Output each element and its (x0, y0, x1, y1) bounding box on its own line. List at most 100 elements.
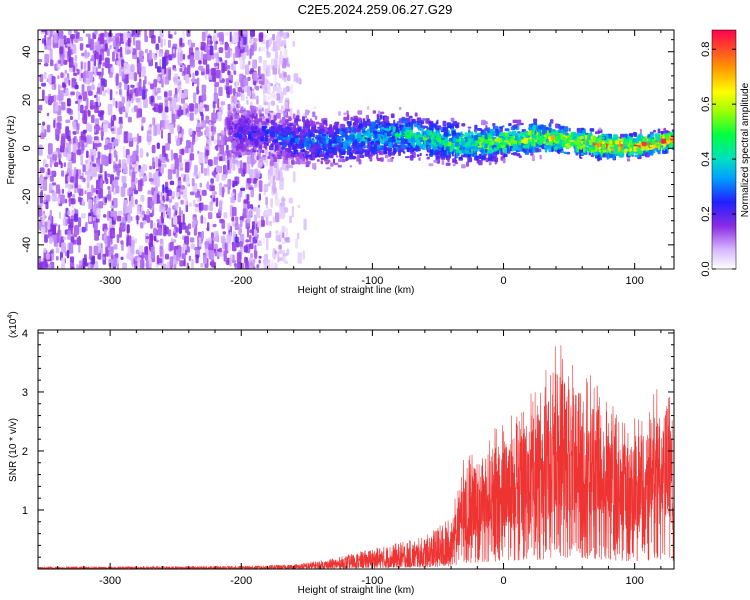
heatmap-cell (243, 45, 249, 53)
heatmap-cell (64, 89, 69, 97)
heatmap-cell (152, 107, 156, 111)
heatmap-cell (275, 230, 279, 235)
heatmap-cell (174, 73, 179, 86)
heatmap-cell (164, 186, 169, 193)
heatmap-cell (104, 89, 108, 93)
heatmap-cell (50, 195, 54, 199)
heatmap-cell (150, 200, 154, 207)
heatmap-cell (92, 163, 97, 167)
heatmap-cell (43, 247, 47, 253)
heatmap-cell (289, 215, 292, 224)
heatmap-cell (258, 55, 262, 63)
heatmap-cell (211, 171, 216, 176)
heatmap-cell (119, 107, 123, 115)
heatmap-cell (215, 251, 221, 257)
heatmap-cell (227, 103, 231, 111)
heatmap-cell (189, 112, 194, 121)
heatmap-cell (564, 132, 569, 135)
heatmap-cell (135, 40, 141, 51)
heatmap-cell (233, 114, 239, 117)
heatmap-cell (129, 155, 135, 163)
heatmap-cell (196, 77, 200, 88)
heatmap-cell (137, 62, 142, 71)
heatmap-cell (225, 150, 228, 154)
heatmap-cell (276, 35, 282, 45)
heatmap-cell (248, 262, 254, 267)
heatmap-cell (227, 70, 230, 76)
heatmap-cell (245, 96, 249, 99)
heatmap-cell (218, 47, 224, 53)
heatmap-cell (48, 263, 52, 269)
heatmap-cell (51, 170, 57, 177)
heatmap-cell (270, 152, 273, 155)
heatmap-cell (82, 111, 88, 121)
heatmap-cell (223, 136, 228, 141)
heatmap-cell (116, 262, 119, 269)
heatmap-cell (343, 112, 347, 116)
heatmap-cell (113, 138, 119, 147)
heatmap-cell (196, 219, 199, 226)
heatmap-cell (173, 228, 176, 233)
heatmap-cell (184, 159, 188, 163)
heatmap-cell (468, 129, 471, 133)
heatmap-cell (167, 207, 170, 216)
heatmap-cell (163, 38, 166, 46)
heatmap-cell (120, 256, 124, 261)
heatmap-cell (162, 56, 166, 69)
heatmap-cell (74, 54, 78, 62)
heatmap-cell (243, 245, 248, 253)
heatmap-cell (144, 48, 149, 54)
heatmap-cell (297, 252, 302, 264)
heatmap-cell (95, 125, 101, 131)
heatmap-cell (102, 91, 106, 97)
heatmap-cell (88, 212, 92, 217)
heatmap-cell (158, 53, 163, 57)
heatmap-cell (160, 38, 163, 48)
heatmap-cell (108, 153, 112, 164)
heatmap-cell (82, 129, 87, 134)
heatmap-cell (103, 144, 109, 150)
heatmap-cell (204, 157, 208, 164)
heatmap-cell (262, 60, 267, 71)
heatmap-cell (213, 237, 217, 242)
heatmap-cell (107, 235, 111, 248)
heatmap-cell (254, 168, 259, 180)
heatmap-cell (233, 70, 237, 75)
heatmap-cell (277, 86, 282, 94)
heatmap-cell (270, 198, 273, 208)
heatmap-cell (199, 102, 204, 112)
heatmap-cell (169, 124, 174, 134)
heatmap-cell (55, 197, 60, 201)
heatmap-cell (100, 178, 103, 189)
heatmap-cell (141, 252, 145, 259)
heatmap-cell (42, 89, 45, 101)
heatmap-cell (287, 74, 291, 82)
heatmap-cell (195, 207, 200, 213)
heatmap-cell (246, 212, 251, 224)
heatmap-cell (268, 173, 273, 184)
heatmap-cell (62, 82, 66, 88)
heatmap-cell (44, 163, 49, 168)
heatmap-cell (246, 178, 252, 184)
heatmap-cell (101, 154, 107, 166)
heatmap-cell (155, 61, 158, 69)
heatmap-cell (279, 231, 283, 239)
heatmap-cell (172, 48, 175, 54)
heatmap-cell (252, 59, 257, 69)
heatmap-cell (78, 95, 83, 100)
heatmap-cell (127, 116, 132, 123)
heatmap-cell (254, 230, 258, 236)
heatmap-cell (259, 148, 263, 152)
heatmap-cell (183, 258, 186, 267)
heatmap-cell (168, 54, 173, 61)
heatmap-cell (348, 135, 353, 139)
heatmap-cell (510, 152, 514, 155)
heatmap-cell (53, 83, 57, 90)
heatmap-cell (53, 119, 56, 128)
heatmap-cell (522, 144, 528, 149)
heatmap-cell (144, 30, 147, 38)
heatmap-cell (80, 154, 83, 166)
heatmap-cell (70, 91, 75, 96)
heatmap-cell (288, 197, 294, 204)
heatmap-cell (141, 88, 146, 100)
